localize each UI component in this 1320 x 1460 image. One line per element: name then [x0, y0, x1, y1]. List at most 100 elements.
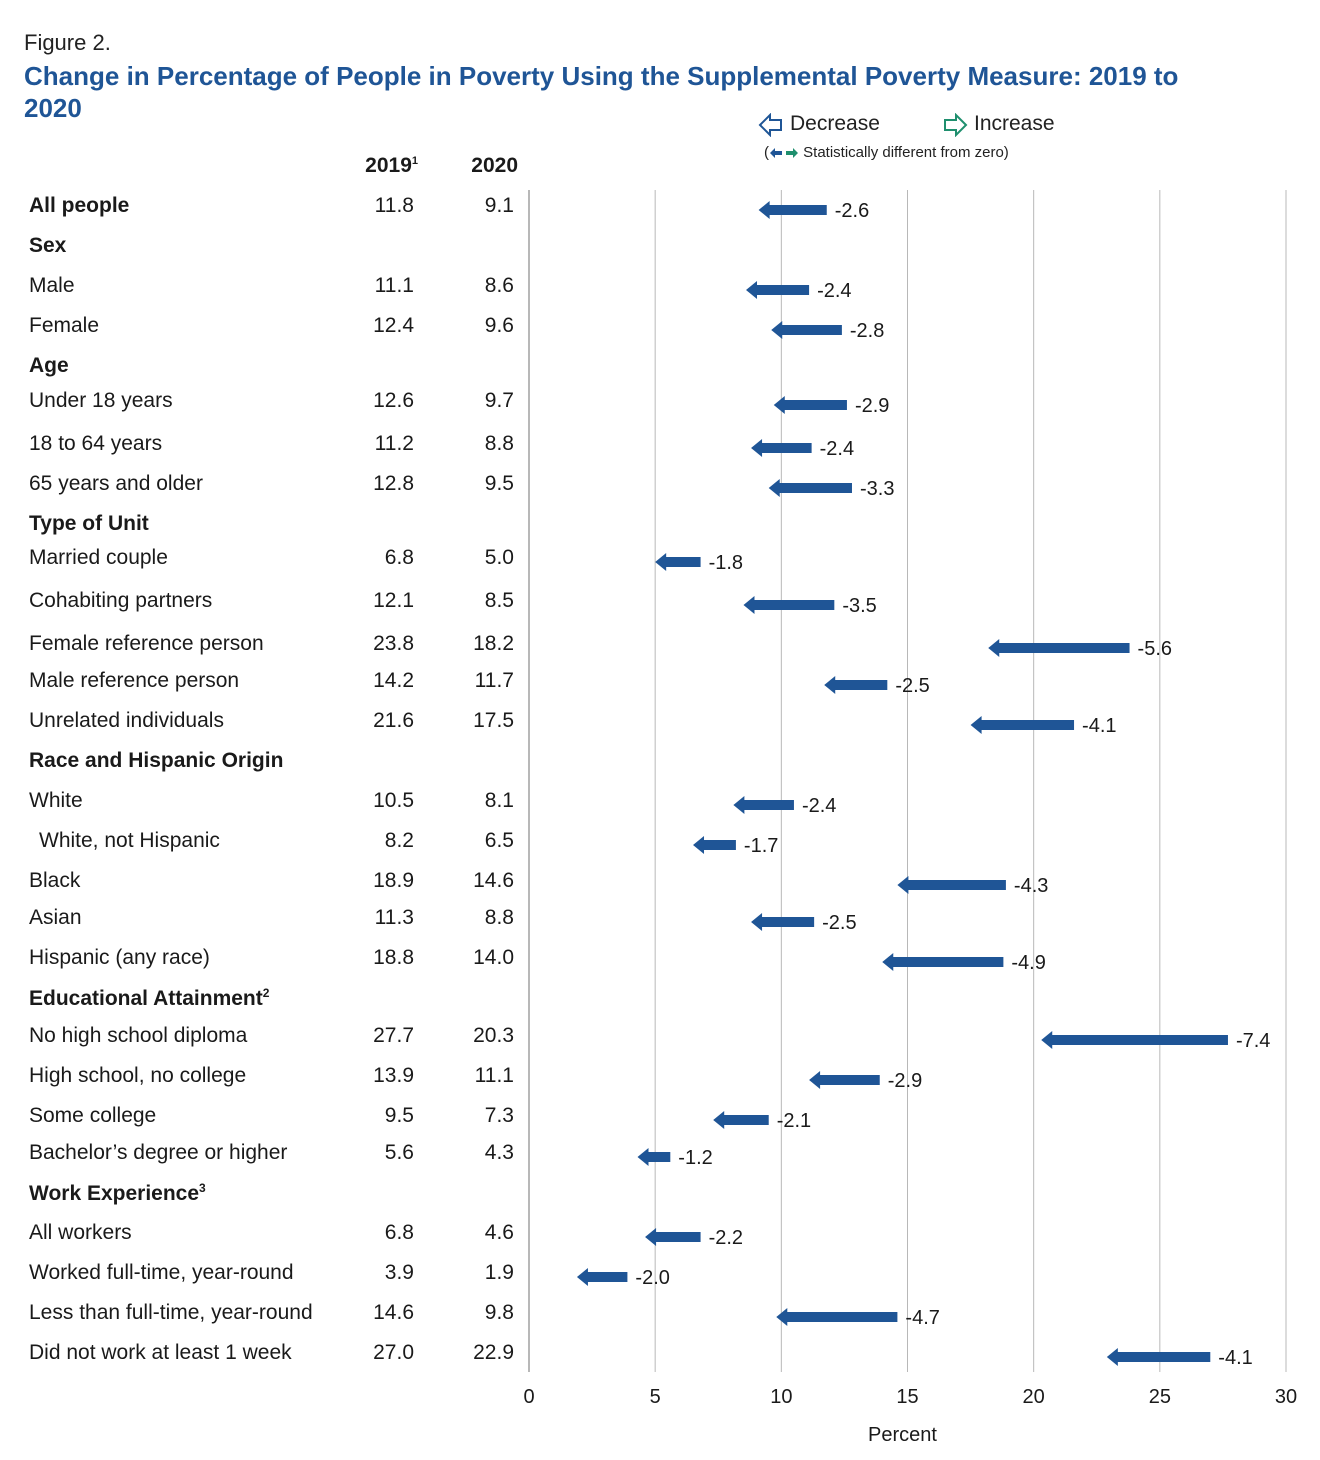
row-label: Educational Attainment2: [29, 986, 270, 1010]
column-header-2019: 20191: [365, 154, 418, 178]
value-2019: 12.4: [373, 314, 414, 337]
value-2020: 8.1: [484, 789, 514, 812]
value-2019: 3.9: [384, 1261, 414, 1284]
change-label: -4.7: [905, 1307, 939, 1329]
value-2020: 11.1: [474, 1064, 514, 1087]
value-2019: 12.8: [373, 472, 414, 495]
change-label: -1.8: [709, 552, 743, 574]
value-2020: 14.6: [473, 869, 514, 892]
value-2019: 18.9: [373, 869, 414, 892]
change-arrow: [743, 596, 835, 614]
chart-title: Change in Percentage of People in Povert…: [24, 61, 1179, 123]
row-label: Race and Hispanic Origin: [29, 749, 284, 772]
change-label: -1.7: [744, 835, 778, 857]
row-label: White: [29, 789, 83, 812]
table-row: No high school diploma 27.7 20.3: [0, 1024, 530, 1052]
change-arrow: [655, 553, 701, 571]
footnote-marker: 3: [199, 1181, 206, 1195]
row-label: Male reference person: [29, 669, 240, 692]
row-label: Some college: [29, 1104, 157, 1127]
change-label: -1.2: [678, 1147, 712, 1169]
change-arrow: [882, 953, 1004, 971]
row-label: Unrelated individuals: [29, 709, 224, 732]
value-2019: 6.8: [384, 1221, 414, 1244]
value-2020: 22.9: [473, 1341, 514, 1364]
row-label: Under 18 years: [29, 389, 173, 412]
table-row: Under 18 years 12.6 9.7: [0, 389, 530, 417]
change-arrow: [773, 396, 847, 414]
table-row: Bachelor’s degree or higher 5.6 4.3: [0, 1141, 530, 1169]
change-label: -2.6: [835, 200, 869, 222]
table-row: Less than full-time, year-round 14.6 9.8: [0, 1301, 530, 1329]
table-row: Married couple 6.8 5.0: [0, 546, 530, 574]
value-2020: 20.3: [473, 1024, 514, 1047]
change-arrow: [693, 836, 736, 854]
change-label: -4.3: [1014, 875, 1048, 897]
row-label: Work Experience3: [29, 1181, 206, 1205]
value-2019: 18.8: [373, 946, 414, 969]
section-header: Age: [0, 354, 530, 382]
change-label: -2.2: [709, 1227, 743, 1249]
table-row: Black 18.9 14.6: [0, 869, 530, 897]
value-2019: 23.8: [373, 632, 414, 655]
value-2020: 18.2: [473, 632, 514, 655]
change-arrow: [1041, 1031, 1228, 1049]
value-2019: 11.2: [374, 432, 414, 455]
row-label: Cohabiting partners: [29, 589, 213, 612]
value-2019: 6.8: [384, 546, 414, 569]
table-row: Asian 11.3 8.8: [0, 906, 530, 934]
change-label: -2.4: [802, 795, 836, 817]
change-label: -2.8: [850, 320, 884, 342]
table-row: Some college 9.5 7.3: [0, 1104, 530, 1132]
change-arrow: [746, 281, 810, 299]
change-arrow: [897, 876, 1006, 894]
value-2020: 11.7: [474, 669, 514, 692]
legend-increase-label: Increase: [974, 112, 1055, 135]
table-row: Worked full-time, year-round 3.9 1.9: [0, 1261, 530, 1289]
row-label: High school, no college: [29, 1064, 247, 1087]
increase-arrow-icon: [944, 113, 968, 137]
value-2019: 14.6: [373, 1301, 414, 1324]
legend-decrease-label: Decrease: [790, 112, 880, 135]
section-header: Work Experience3: [0, 1181, 530, 1209]
row-label: Did not work at least 1 week: [29, 1341, 292, 1364]
change-label: -5.6: [1138, 638, 1172, 660]
value-2020: 8.5: [484, 589, 514, 612]
figure-label: Figure 2.: [24, 30, 111, 55]
row-label: Bachelor’s degree or higher: [29, 1141, 288, 1164]
table-row: All workers 6.8 4.6: [0, 1221, 530, 1249]
row-label: Hispanic (any race): [29, 946, 210, 969]
table-row: All people 11.8 9.1: [0, 194, 530, 222]
section-header: Educational Attainment2: [0, 986, 530, 1014]
column-header-2019-note: 1: [411, 155, 418, 167]
table-row: Female 12.4 9.6: [0, 314, 530, 342]
section-header: Sex: [0, 234, 530, 262]
change-label: -4.1: [1082, 715, 1116, 737]
value-2019: 12.6: [373, 389, 414, 412]
value-2020: 8.8: [484, 432, 514, 455]
table-row: Hispanic (any race) 18.8 14.0: [0, 946, 530, 974]
value-2019: 10.5: [373, 789, 414, 812]
table-row: Did not work at least 1 week 27.0 22.9: [0, 1341, 530, 1369]
change-arrow: [637, 1148, 671, 1166]
row-label: Sex: [29, 234, 67, 257]
value-2019: 5.6: [384, 1141, 414, 1164]
x-tick-label: 30: [1275, 1386, 1297, 1408]
significance-arrows-icon: [770, 148, 798, 158]
table-row: Cohabiting partners 12.1 8.5: [0, 589, 530, 617]
change-label: -3.3: [860, 478, 894, 500]
row-label: Female reference person: [29, 632, 264, 655]
value-2020: 9.8: [484, 1301, 514, 1324]
change-label: -2.1: [777, 1110, 811, 1132]
x-tick-label: 0: [523, 1386, 534, 1408]
value-2020: 14.0: [473, 946, 514, 969]
change-label: -7.4: [1236, 1030, 1270, 1052]
change-label: -2.5: [822, 912, 856, 934]
row-label: White, not Hispanic: [39, 829, 220, 852]
change-label: -4.9: [1011, 952, 1045, 974]
x-tick-label: 15: [896, 1386, 918, 1408]
footnote-marker: 2: [262, 986, 270, 1000]
change-arrow: [771, 321, 842, 339]
value-2019: 27.7: [373, 1024, 414, 1047]
value-2020: 9.5: [484, 472, 514, 495]
